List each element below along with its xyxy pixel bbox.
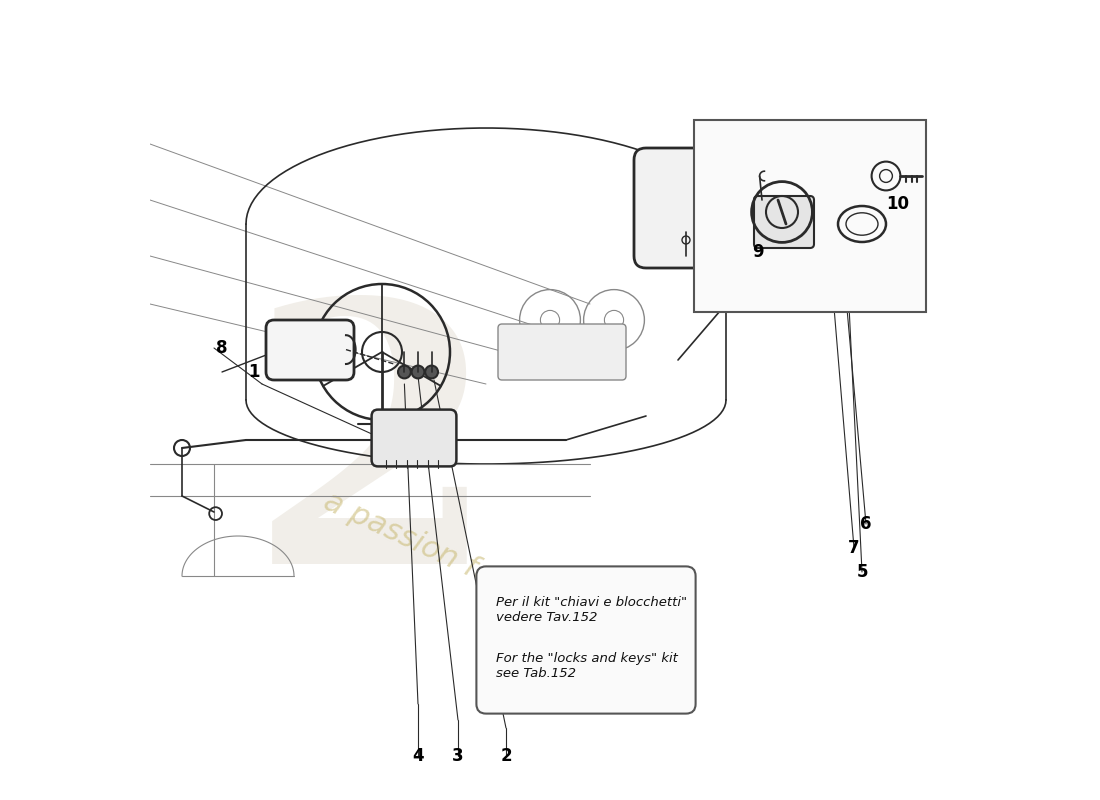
- FancyBboxPatch shape: [694, 120, 926, 312]
- Circle shape: [411, 366, 425, 378]
- Text: 3: 3: [452, 747, 464, 765]
- Text: For the "locks and keys" kit
see Tab.152: For the "locks and keys" kit see Tab.152: [496, 652, 679, 680]
- Text: 10: 10: [887, 195, 910, 213]
- Circle shape: [426, 366, 438, 378]
- Text: 2: 2: [249, 289, 499, 639]
- FancyBboxPatch shape: [266, 320, 354, 380]
- FancyBboxPatch shape: [498, 324, 626, 380]
- Text: Per il kit "chiavi e blocchetti"
vedere Tav.152: Per il kit "chiavi e blocchetti" vedere …: [496, 596, 688, 624]
- FancyBboxPatch shape: [372, 410, 456, 466]
- Text: 5: 5: [856, 563, 868, 581]
- Text: 7: 7: [848, 539, 860, 557]
- FancyBboxPatch shape: [754, 196, 814, 248]
- FancyBboxPatch shape: [476, 566, 695, 714]
- Text: 2: 2: [500, 747, 512, 765]
- Text: 4: 4: [412, 747, 424, 765]
- Text: 1: 1: [249, 363, 260, 381]
- Circle shape: [398, 366, 410, 378]
- Text: 6: 6: [860, 515, 871, 533]
- FancyBboxPatch shape: [634, 148, 834, 268]
- Text: 9: 9: [752, 243, 763, 261]
- Text: a passion for parts: a passion for parts: [319, 486, 590, 634]
- Text: 8: 8: [217, 339, 228, 357]
